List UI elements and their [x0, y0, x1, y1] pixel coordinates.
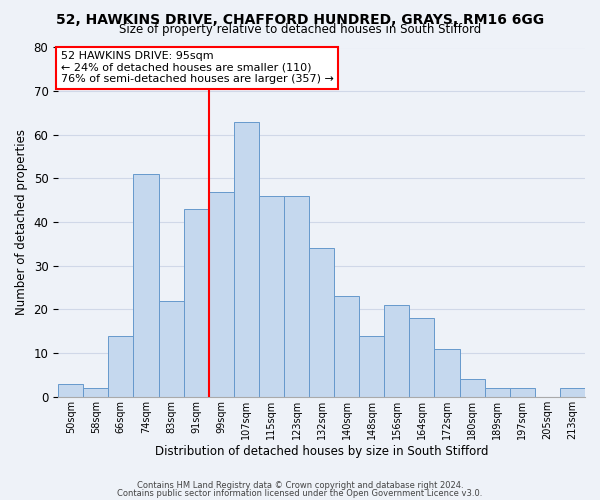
Bar — [384, 305, 409, 397]
Text: 52, HAWKINS DRIVE, CHAFFORD HUNDRED, GRAYS, RM16 6GG: 52, HAWKINS DRIVE, CHAFFORD HUNDRED, GRA… — [56, 12, 544, 26]
Bar — [259, 196, 284, 397]
Bar — [485, 388, 510, 397]
Bar — [309, 248, 334, 397]
Bar — [359, 336, 384, 397]
Text: Size of property relative to detached houses in South Stifford: Size of property relative to detached ho… — [119, 24, 481, 36]
Bar — [58, 384, 83, 397]
Bar — [184, 209, 209, 397]
Text: Contains public sector information licensed under the Open Government Licence v3: Contains public sector information licen… — [118, 488, 482, 498]
Text: Contains HM Land Registry data © Crown copyright and database right 2024.: Contains HM Land Registry data © Crown c… — [137, 481, 463, 490]
Bar — [560, 388, 585, 397]
Y-axis label: Number of detached properties: Number of detached properties — [15, 129, 28, 315]
Bar — [434, 349, 460, 397]
Bar — [109, 336, 133, 397]
Bar — [234, 122, 259, 397]
Bar — [83, 388, 109, 397]
X-axis label: Distribution of detached houses by size in South Stifford: Distribution of detached houses by size … — [155, 444, 488, 458]
Bar — [510, 388, 535, 397]
Bar — [209, 192, 234, 397]
Text: 52 HAWKINS DRIVE: 95sqm
← 24% of detached houses are smaller (110)
76% of semi-d: 52 HAWKINS DRIVE: 95sqm ← 24% of detache… — [61, 51, 334, 84]
Bar — [409, 318, 434, 397]
Bar — [158, 300, 184, 397]
Bar — [334, 296, 359, 397]
Bar — [284, 196, 309, 397]
Bar — [133, 174, 158, 397]
Bar — [460, 380, 485, 397]
